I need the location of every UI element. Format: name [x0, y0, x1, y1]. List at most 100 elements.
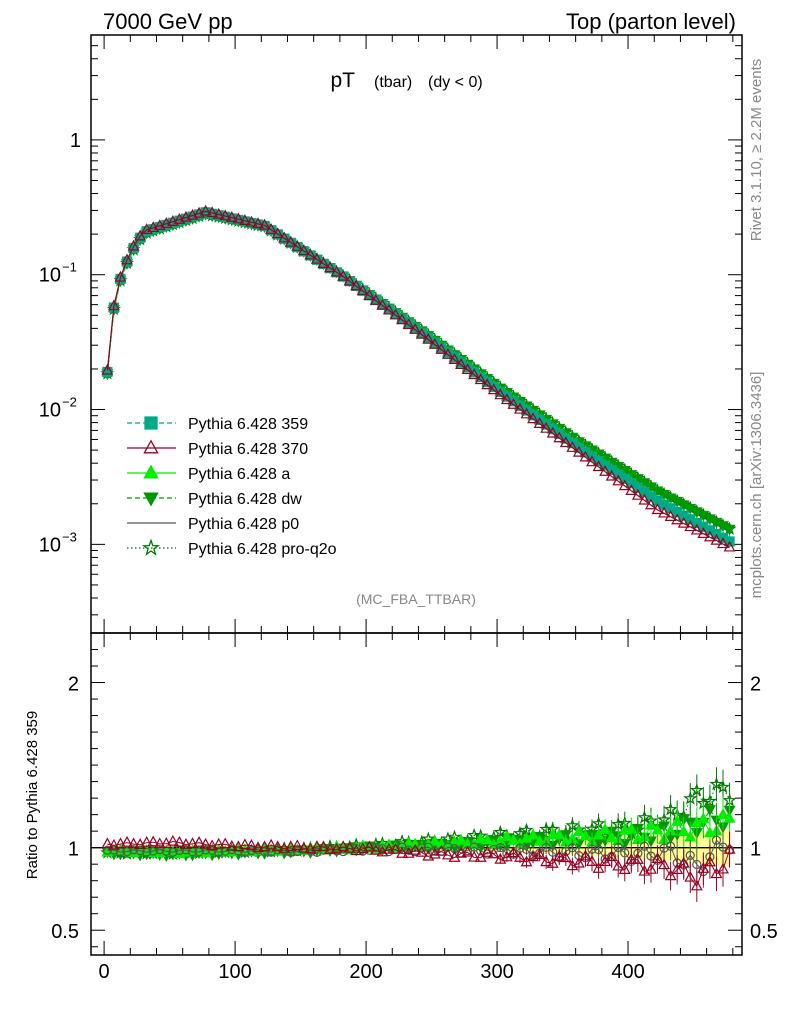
data-point — [435, 343, 448, 354]
main-title: pT — [330, 69, 355, 92]
data-point — [613, 842, 623, 853]
main-ticks: 110−110−210−3 — [39, 34, 742, 633]
data-point — [317, 257, 330, 268]
data-point — [238, 214, 251, 225]
data-point — [271, 227, 284, 239]
data-point — [389, 842, 402, 854]
data-point — [663, 801, 678, 816]
data-point — [500, 830, 513, 842]
data-point — [363, 289, 376, 301]
ratio-y-tick-label-right: 1 — [750, 839, 761, 861]
data-point — [495, 843, 505, 853]
data-point — [625, 822, 638, 834]
legend-entry: Pythia 6.428 p0 — [127, 516, 299, 533]
data-point — [455, 833, 467, 845]
data-point — [225, 839, 238, 851]
data-point — [684, 520, 697, 532]
data-point — [409, 843, 422, 855]
data-point — [487, 383, 500, 395]
data-point — [127, 837, 140, 849]
data-point — [461, 845, 474, 857]
data-point — [369, 843, 382, 855]
x-tick-label: 400 — [611, 961, 644, 983]
ratio-y-tick-label-right: 0.5 — [750, 921, 778, 943]
y-tick-exponent: −3 — [62, 529, 77, 544]
legend-marker — [144, 416, 158, 430]
data-point — [612, 474, 625, 486]
data-point — [507, 833, 520, 845]
data-point — [481, 378, 494, 390]
data-point — [645, 498, 657, 510]
data-point — [645, 818, 657, 830]
data-point — [487, 847, 500, 859]
data-point — [671, 814, 684, 826]
mcplots-label: mcplots.cern.ch [arXiv:1306.3436] — [748, 372, 765, 599]
data-point — [415, 845, 428, 857]
data-point — [343, 274, 356, 286]
data-point — [717, 537, 729, 549]
data-point — [474, 373, 487, 385]
legend-entry: Pythia 6.428 pro-q2o — [127, 538, 337, 558]
data-point — [540, 421, 553, 433]
data-point — [258, 218, 271, 230]
data-point — [265, 838, 278, 850]
legend-label: Pythia 6.428 p0 — [188, 516, 299, 533]
analysis-label: (MC_FBA_TTBAR) — [356, 591, 476, 607]
legend-marker — [142, 538, 160, 556]
data-point — [507, 398, 520, 409]
data-point — [147, 835, 160, 847]
data-point — [121, 835, 133, 847]
data-point — [128, 845, 139, 855]
data-point — [350, 279, 363, 291]
data-point — [396, 313, 409, 325]
data-point — [599, 465, 612, 476]
data-point — [246, 845, 257, 856]
data-point — [389, 308, 402, 320]
main-title-sub2: (dy < 0) — [428, 74, 483, 91]
ratio-ticks: 0.5 0.5 1 1 2 2 0 100 200 300 400 — [51, 633, 778, 983]
data-point — [541, 842, 551, 853]
data-point — [677, 825, 690, 837]
data-point — [723, 842, 736, 854]
data-point — [625, 852, 638, 864]
data-point — [441, 848, 454, 860]
data-point — [521, 844, 532, 855]
legend-marker — [143, 464, 159, 479]
data-point — [579, 450, 592, 462]
data-point — [618, 479, 631, 491]
data-point — [206, 206, 219, 218]
data-point — [645, 862, 657, 874]
legend-entry: Pythia 6.428 a — [127, 464, 290, 483]
ratio-y-tick-label: 2 — [68, 674, 79, 696]
data-point — [343, 841, 356, 853]
data-point — [107, 838, 120, 850]
data-point — [677, 516, 690, 528]
data-point — [194, 847, 204, 857]
data-point — [605, 469, 618, 481]
data-point — [697, 812, 710, 824]
legend: Pythia 6.428 359 Pythia 6.428 370 Pythia 6… — [127, 416, 337, 558]
data-point — [291, 240, 304, 251]
data-point — [671, 513, 684, 525]
data-point — [310, 252, 323, 264]
header-left-label: 7000 GeV pp — [103, 9, 233, 34]
data-point — [443, 842, 453, 852]
data-point — [455, 846, 467, 858]
data-point — [363, 840, 376, 852]
legend-label: Pythia 6.428 pro-q2o — [188, 541, 337, 558]
ratio-plot: 0.5 0.5 1 1 2 2 0 100 200 300 400 Ratio to Pythia … — [24, 632, 778, 983]
data-point — [468, 368, 481, 380]
data-point — [422, 332, 435, 344]
data-point — [481, 833, 494, 845]
data-point — [546, 426, 559, 438]
data-point — [467, 827, 482, 842]
data-point — [500, 393, 513, 405]
data-point — [637, 810, 652, 824]
data-point — [697, 862, 710, 873]
data-point — [181, 845, 191, 855]
data-point — [618, 863, 631, 874]
series-pythia-6-428-370 — [101, 204, 736, 552]
legend-label: Pythia 6.428 370 — [188, 441, 308, 458]
data-point — [155, 845, 165, 855]
data-point — [173, 835, 186, 847]
